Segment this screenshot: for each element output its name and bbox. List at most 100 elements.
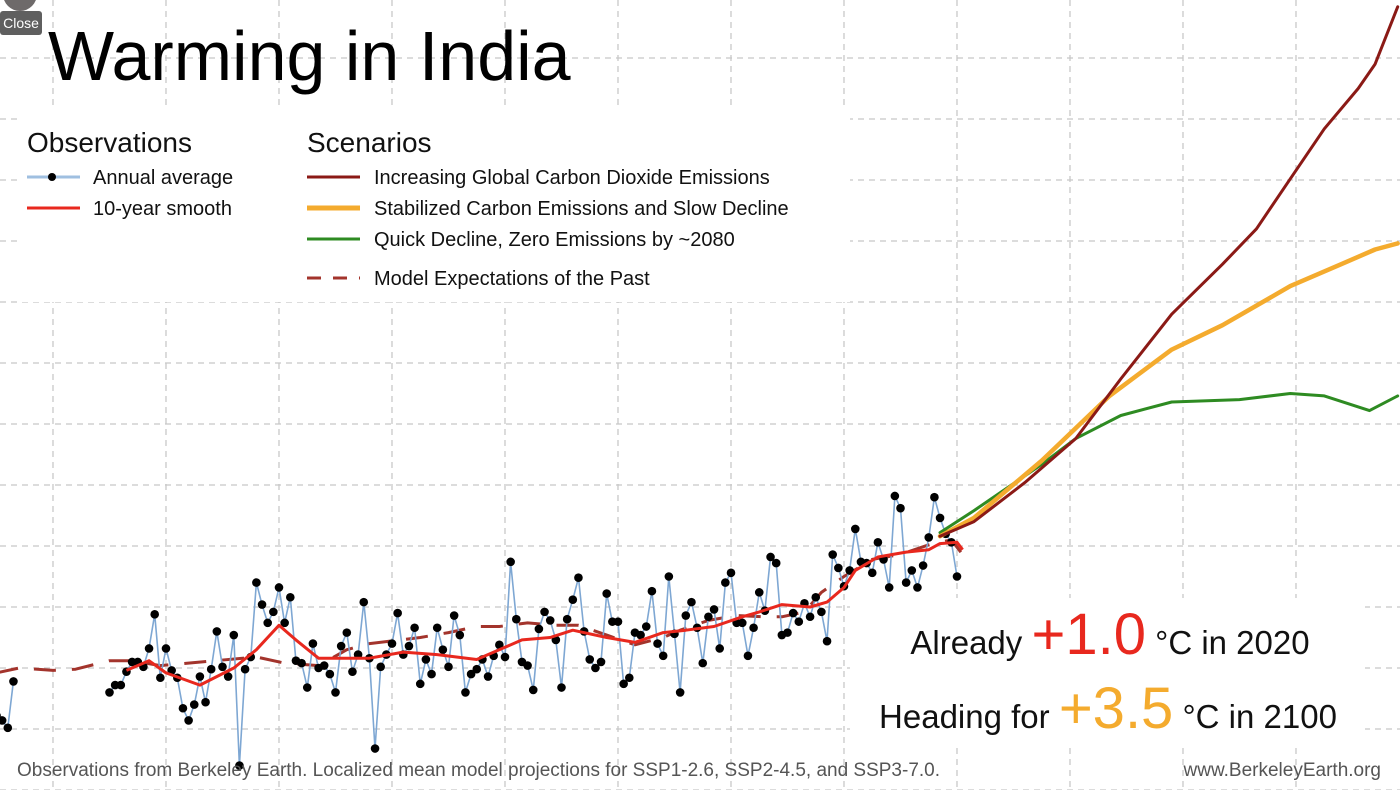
annual-average-point <box>404 641 414 651</box>
annual-average-point <box>461 688 470 697</box>
annual-average-point <box>828 550 837 559</box>
annual-average-point <box>280 618 289 628</box>
annual-average-point <box>528 685 538 695</box>
annual-average-point <box>212 627 222 636</box>
annual-average-point <box>427 669 436 679</box>
past-expectation-line <box>0 538 964 674</box>
chart-title: Warming in India <box>48 17 571 95</box>
annual-average-point <box>935 513 945 523</box>
annual-average-point <box>557 683 566 692</box>
smooth-line <box>125 540 964 687</box>
annotation-future-value: +3.5 <box>1059 676 1174 741</box>
annual-average-point <box>867 568 877 578</box>
annual-average-point <box>766 552 775 562</box>
annual-average-point <box>602 589 611 598</box>
annual-average-point <box>178 703 188 713</box>
annual-average-point <box>721 578 730 587</box>
annual-average-point <box>376 662 386 672</box>
annual-average-point <box>302 683 312 692</box>
annual-average-point <box>805 612 815 622</box>
close-circle-icon <box>4 0 36 11</box>
annual-average-point <box>286 592 295 602</box>
legend-label-smooth: 10-year smooth <box>93 198 232 220</box>
annual-average-point <box>218 662 227 672</box>
annual-average-point <box>495 640 504 650</box>
annual-average-point <box>811 592 821 602</box>
annual-average-point <box>653 639 662 648</box>
annual-average-point <box>116 680 126 690</box>
annual-average-point <box>444 662 453 672</box>
annual-average-point <box>743 651 753 661</box>
annotation-now: Already +1.0 °C in 2020 <box>910 602 1309 667</box>
annual-average-point <box>359 597 369 607</box>
annual-average-point <box>534 624 544 634</box>
annual-average-line <box>108 495 958 766</box>
annotation-now-suffix: °C in 2020 <box>1155 624 1309 661</box>
annual-average-point <box>274 583 284 592</box>
annual-average-point <box>0 716 7 725</box>
annual-average-point <box>817 607 826 617</box>
annual-average-point <box>308 639 318 648</box>
annual-average-point <box>641 622 651 631</box>
annual-average-point <box>907 566 917 575</box>
legend-observations-title: Observations <box>27 127 192 158</box>
annual-average-point <box>370 744 380 753</box>
annual-average-point <box>331 688 340 697</box>
annotation-future-suffix: °C in 2100 <box>1182 698 1336 735</box>
annual-average-point <box>523 661 532 670</box>
annual-average-point <box>195 672 205 681</box>
annual-average-point <box>156 673 165 683</box>
annual-average-point <box>206 664 216 674</box>
annual-average-point <box>704 612 713 622</box>
annual-average-point <box>421 655 431 664</box>
annual-average-point <box>715 644 724 653</box>
annotation-now-prefix: Already <box>910 624 1022 661</box>
annual-average-point <box>540 607 549 617</box>
annual-average-point <box>574 573 583 583</box>
annual-average-point <box>410 623 419 633</box>
annual-average-point <box>184 716 193 725</box>
annual-average-point <box>687 597 696 607</box>
legend-label-ssp245: Stabilized Carbon Emissions and Slow Dec… <box>374 198 789 220</box>
annual-average-point <box>229 630 239 640</box>
annual-average-point <box>873 538 883 547</box>
annual-average-point <box>432 623 442 633</box>
annual-average-point <box>845 566 854 575</box>
annual-average-point <box>472 664 482 674</box>
annual-average-point <box>500 652 510 662</box>
annual-average-point <box>319 661 329 670</box>
close-button[interactable]: Close <box>0 0 42 35</box>
annotation-background <box>850 598 1365 743</box>
annual-average-point <box>794 617 804 626</box>
annotations: Already +1.0 °C in 2020 Heading for +3.5… <box>850 598 1365 743</box>
legend-scenarios-title: Scenarios <box>307 127 432 158</box>
annual-average-point <box>952 572 962 581</box>
annual-average-point <box>596 657 606 667</box>
annual-average-point <box>783 628 792 637</box>
annual-average-point <box>851 524 860 534</box>
annual-average-point <box>252 578 261 587</box>
close-button-label[interactable]: Close <box>3 15 39 31</box>
ssp126-line <box>938 392 1400 535</box>
annual-average-point <box>240 664 250 674</box>
annual-average-point <box>393 608 402 618</box>
legend-label-past: Model Expectations of the Past <box>374 268 650 290</box>
annual-average-point <box>9 677 18 686</box>
annual-average-point <box>754 588 764 597</box>
annual-average-point <box>709 605 719 614</box>
legend-background <box>18 110 850 302</box>
series-annual-average <box>0 491 962 770</box>
annual-average-point <box>726 568 736 578</box>
annual-average-point <box>483 672 493 681</box>
annual-average-point <box>585 655 595 664</box>
annual-average-point <box>834 563 843 573</box>
close-button-background[interactable] <box>0 11 42 35</box>
annual-average-point <box>913 583 922 592</box>
annual-average-point <box>257 600 267 609</box>
annual-average-point <box>568 595 578 604</box>
annual-average-point <box>506 557 515 567</box>
annual-average-point <box>189 700 199 709</box>
annual-average-point <box>591 663 600 673</box>
annual-average-point <box>658 651 668 661</box>
